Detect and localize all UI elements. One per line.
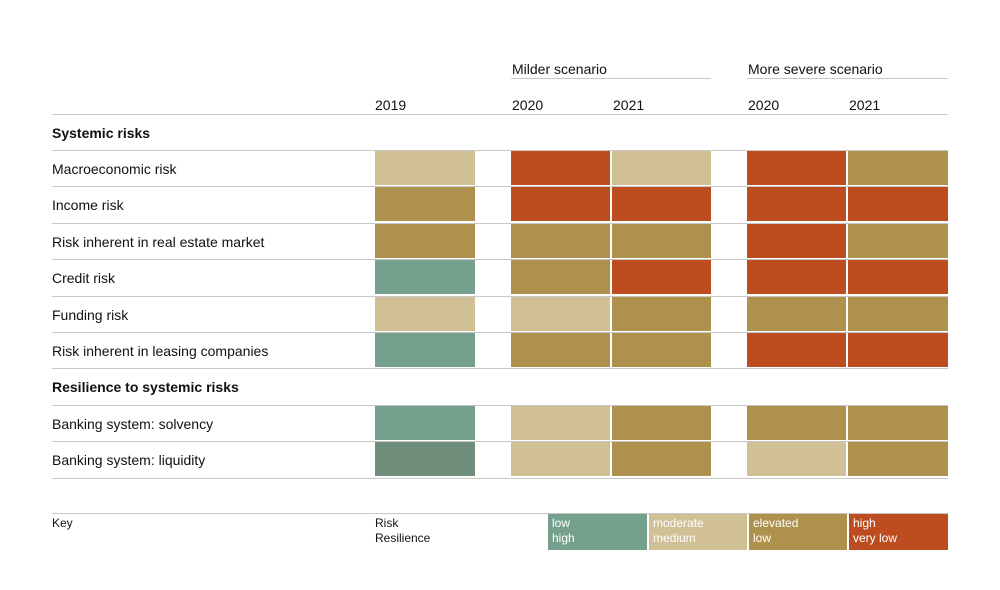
key-resilience-level: medium	[653, 531, 696, 545]
column-header-milder-2021: 2021	[613, 97, 645, 113]
scenario-header-milder: Milder scenario	[512, 61, 607, 77]
heatmap-cell	[747, 187, 846, 221]
row-label: Funding risk	[52, 307, 129, 323]
heatmap-cell	[747, 333, 846, 367]
heatmap-cell	[612, 187, 711, 221]
scenario-underline-milder	[511, 78, 711, 79]
row-label: Banking system: solvency	[52, 416, 214, 432]
heatmap-cell	[848, 224, 948, 258]
heatmap-cell	[848, 151, 948, 185]
key-divider	[52, 513, 948, 514]
heatmap-cell	[511, 406, 610, 440]
heatmap-cell	[511, 151, 610, 185]
key-label-resilience: Resilience	[375, 531, 431, 545]
key-swatch-elevated-low: elevated low	[749, 514, 847, 550]
column-header-2019: 2019	[375, 97, 407, 113]
heatmap-cell	[612, 151, 711, 185]
heatmap-cell	[848, 442, 948, 476]
key-risk-level: low	[552, 516, 571, 530]
row-divider	[52, 405, 948, 406]
key-resilience-level: low	[753, 531, 772, 545]
heatmap-cell	[848, 406, 948, 440]
heatmap-cell	[511, 224, 610, 258]
column-header-severe-2021: 2021	[849, 97, 881, 113]
row-divider	[52, 332, 948, 333]
heatmap-cell	[747, 442, 846, 476]
key-risk-level: elevated	[753, 516, 799, 530]
heatmap-cell	[375, 297, 475, 331]
heatmap-cell	[375, 224, 475, 258]
heatmap-cell	[375, 151, 475, 185]
heatmap-cell	[375, 187, 475, 221]
scenario-header-severe: More severe scenario	[748, 61, 883, 77]
heatmap-cell	[747, 260, 846, 294]
heatmap-cell	[511, 442, 610, 476]
heatmap-cell	[848, 297, 948, 331]
scenario-underline-severe	[747, 78, 948, 79]
heatmap-cell	[375, 442, 475, 476]
heatmap-cell	[612, 260, 711, 294]
key-risk-level: high	[853, 516, 876, 530]
heatmap-cell	[612, 224, 711, 258]
heatmap-cell	[511, 333, 610, 367]
row-divider	[52, 186, 948, 187]
key-risk-level: moderate	[653, 516, 704, 530]
heatmap-cell	[747, 151, 846, 185]
row-divider	[52, 259, 948, 260]
row-label: Income risk	[52, 197, 124, 213]
section-title-systemic-risks: Systemic risks	[52, 125, 151, 141]
key-resilience-level: very low	[853, 531, 898, 545]
heatmap-cell	[612, 406, 711, 440]
row-divider	[52, 150, 948, 151]
column-header-severe-2020: 2020	[748, 97, 780, 113]
heatmap-cell	[511, 187, 610, 221]
header-divider	[52, 114, 948, 115]
heatmap-cell	[375, 333, 475, 367]
heatmap-cell	[747, 297, 846, 331]
heatmap-cell	[612, 297, 711, 331]
heatmap-cell	[612, 442, 711, 476]
heatmap-cell	[612, 333, 711, 367]
row-divider	[52, 223, 948, 224]
column-header-milder-2020: 2020	[512, 97, 544, 113]
row-divider	[52, 441, 948, 442]
row-label: Macroeconomic risk	[52, 161, 177, 177]
heatmap-cell	[747, 224, 846, 258]
heatmap-cell	[848, 333, 948, 367]
row-label: Risk inherent in leasing companies	[52, 343, 269, 359]
row-divider	[52, 478, 948, 479]
key-resilience-level: high	[552, 531, 575, 545]
heatmap-cell	[848, 260, 948, 294]
heatmap-cell	[848, 187, 948, 221]
key-label-risk: Risk	[375, 516, 399, 530]
section-divider	[52, 368, 948, 369]
row-label: Credit risk	[52, 270, 116, 286]
key-title: Key	[52, 516, 73, 530]
heatmap-cell	[511, 260, 610, 294]
row-label: Risk inherent in real estate market	[52, 234, 265, 250]
key-swatch-low-high: low high	[548, 514, 647, 550]
heatmap-cell	[747, 406, 846, 440]
section-title-resilience: Resilience to systemic risks	[52, 379, 239, 395]
row-divider	[52, 296, 948, 297]
key-swatch-high-very-low: high very low	[849, 514, 948, 550]
heatmap-cell	[511, 297, 610, 331]
heatmap-cell	[375, 260, 475, 294]
key-swatch-moderate-medium: moderate medium	[649, 514, 747, 550]
heatmap-cell	[375, 406, 475, 440]
row-label: Banking system: liquidity	[52, 452, 206, 468]
